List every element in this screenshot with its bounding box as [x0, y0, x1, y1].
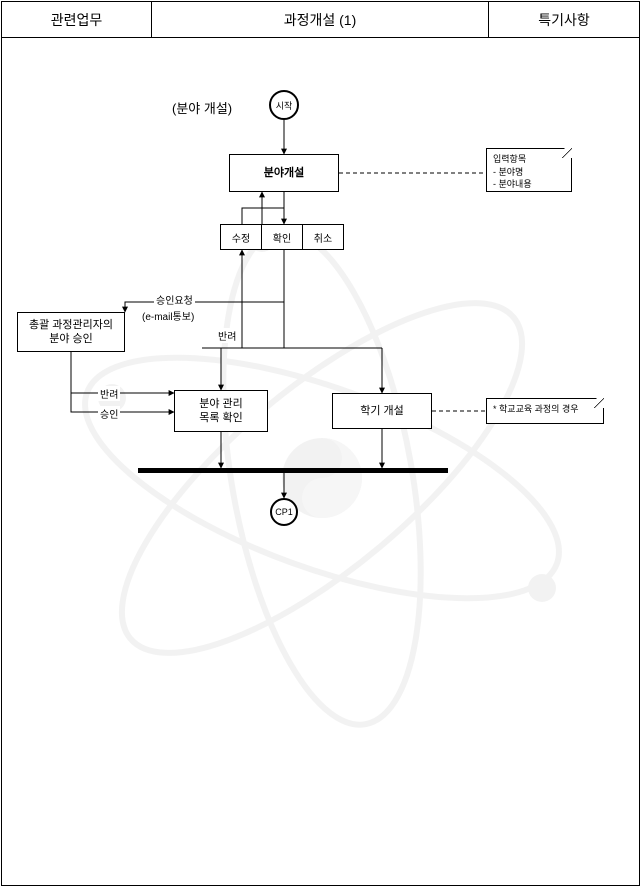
btn-confirm: 확인 — [261, 224, 303, 250]
connector-cp1: CP1 — [270, 498, 298, 526]
header-col-title: 과정개설 (1) — [152, 2, 489, 37]
btn-modify: 수정 — [220, 224, 262, 250]
start-terminal: 시작 — [269, 90, 299, 120]
node-field-create: 분야개설 — [229, 154, 339, 192]
btn-cancel: 취소 — [302, 224, 344, 250]
action-button-row: 수정 확인 취소 — [220, 224, 346, 250]
note-input-fields: 입력항목 - 분야명 - 분야내용 — [486, 148, 572, 192]
sync-bar — [138, 468, 448, 473]
diagram-canvas: (분야 개설) 시작 분야개설 수정 확인 취소 총괄 과정관리자의 분야 승인… — [2, 38, 639, 885]
label-approval-request: 승인요청 — [154, 292, 195, 307]
label-reject-2: 반려 — [98, 386, 120, 401]
node-semester-create: 학기 개설 — [332, 393, 432, 429]
header-col-related: 관련업무 — [2, 2, 152, 37]
header-col-notes: 특기사항 — [489, 2, 639, 37]
note-school-course: * 학교교육 과정의 경우 — [486, 398, 604, 424]
page-frame: 관련업무 과정개설 (1) 특기사항 — [1, 1, 640, 886]
label-approve: 승인 — [98, 406, 120, 421]
header-row: 관련업무 과정개설 (1) 특기사항 — [2, 2, 639, 38]
label-email-notify: (e-mail통보) — [140, 308, 196, 323]
node-list-check: 분야 관리 목록 확인 — [174, 390, 268, 432]
label-reject-1: 반려 — [216, 328, 238, 343]
node-manager-approval: 총괄 과정관리자의 분야 승인 — [17, 312, 125, 352]
section-label: (분야 개설) — [170, 98, 234, 117]
